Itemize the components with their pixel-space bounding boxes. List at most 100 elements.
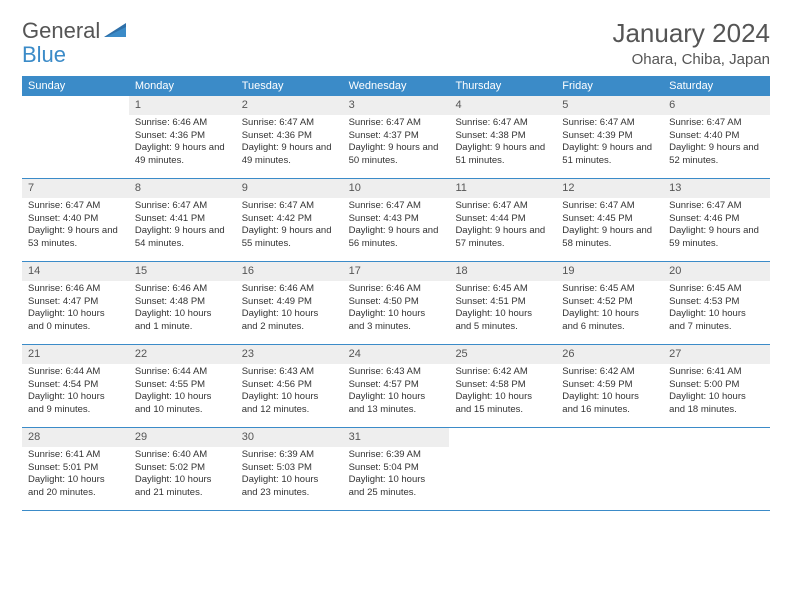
- day-number: 2: [236, 96, 343, 115]
- day-number: 23: [236, 345, 343, 364]
- day-number: 24: [343, 345, 450, 364]
- day-cell: 11Sunrise: 6:47 AMSunset: 4:44 PMDayligh…: [449, 179, 556, 261]
- day-number: 4: [449, 96, 556, 115]
- day-cell: 3Sunrise: 6:47 AMSunset: 4:37 PMDaylight…: [343, 96, 450, 178]
- day-number: 3: [343, 96, 450, 115]
- day-number: 1: [129, 96, 236, 115]
- day-number: 18: [449, 262, 556, 281]
- day-number: 26: [556, 345, 663, 364]
- day-number: 29: [129, 428, 236, 447]
- day-number: 17: [343, 262, 450, 281]
- day-info: Sunrise: 6:47 AMSunset: 4:42 PMDaylight:…: [236, 198, 343, 255]
- week-row: 28Sunrise: 6:41 AMSunset: 5:01 PMDayligh…: [22, 428, 770, 511]
- day-cell: 22Sunrise: 6:44 AMSunset: 4:55 PMDayligh…: [129, 345, 236, 427]
- day-info: Sunrise: 6:47 AMSunset: 4:44 PMDaylight:…: [449, 198, 556, 255]
- day-cell: 27Sunrise: 6:41 AMSunset: 5:00 PMDayligh…: [663, 345, 770, 427]
- day-number: 20: [663, 262, 770, 281]
- day-cell: 24Sunrise: 6:43 AMSunset: 4:57 PMDayligh…: [343, 345, 450, 427]
- day-cell: 21Sunrise: 6:44 AMSunset: 4:54 PMDayligh…: [22, 345, 129, 427]
- day-cell: 15Sunrise: 6:46 AMSunset: 4:48 PMDayligh…: [129, 262, 236, 344]
- day-number: 22: [129, 345, 236, 364]
- logo: General: [22, 18, 128, 44]
- day-info: Sunrise: 6:41 AMSunset: 5:01 PMDaylight:…: [22, 447, 129, 504]
- week-row: 7Sunrise: 6:47 AMSunset: 4:40 PMDaylight…: [22, 179, 770, 262]
- day-info: Sunrise: 6:47 AMSunset: 4:40 PMDaylight:…: [22, 198, 129, 255]
- day-cell: 7Sunrise: 6:47 AMSunset: 4:40 PMDaylight…: [22, 179, 129, 261]
- day-number: 30: [236, 428, 343, 447]
- day-cell: 4Sunrise: 6:47 AMSunset: 4:38 PMDaylight…: [449, 96, 556, 178]
- day-number: 27: [663, 345, 770, 364]
- weekday-header-row: SundayMondayTuesdayWednesdayThursdayFrid…: [22, 76, 770, 96]
- day-info: Sunrise: 6:47 AMSunset: 4:41 PMDaylight:…: [129, 198, 236, 255]
- day-cell: 13Sunrise: 6:47 AMSunset: 4:46 PMDayligh…: [663, 179, 770, 261]
- day-info: Sunrise: 6:47 AMSunset: 4:46 PMDaylight:…: [663, 198, 770, 255]
- day-info: Sunrise: 6:45 AMSunset: 4:51 PMDaylight:…: [449, 281, 556, 338]
- day-info: Sunrise: 6:47 AMSunset: 4:45 PMDaylight:…: [556, 198, 663, 255]
- calendar-page: General January 2024 Ohara, Chiba, Japan…: [0, 0, 792, 529]
- logo-text-2: Blue: [22, 42, 66, 68]
- day-cell: 9Sunrise: 6:47 AMSunset: 4:42 PMDaylight…: [236, 179, 343, 261]
- day-info: Sunrise: 6:44 AMSunset: 4:54 PMDaylight:…: [22, 364, 129, 421]
- day-info: Sunrise: 6:40 AMSunset: 5:02 PMDaylight:…: [129, 447, 236, 504]
- logo-icon: [104, 20, 128, 38]
- week-row: 1Sunrise: 6:46 AMSunset: 4:36 PMDaylight…: [22, 96, 770, 179]
- day-number: 9: [236, 179, 343, 198]
- weeks-container: 1Sunrise: 6:46 AMSunset: 4:36 PMDaylight…: [22, 96, 770, 511]
- day-info: Sunrise: 6:39 AMSunset: 5:04 PMDaylight:…: [343, 447, 450, 504]
- day-number: 19: [556, 262, 663, 281]
- day-cell: 16Sunrise: 6:46 AMSunset: 4:49 PMDayligh…: [236, 262, 343, 344]
- day-number: 21: [22, 345, 129, 364]
- day-info: Sunrise: 6:44 AMSunset: 4:55 PMDaylight:…: [129, 364, 236, 421]
- day-cell: 10Sunrise: 6:47 AMSunset: 4:43 PMDayligh…: [343, 179, 450, 261]
- day-info: Sunrise: 6:46 AMSunset: 4:48 PMDaylight:…: [129, 281, 236, 338]
- day-cell: 12Sunrise: 6:47 AMSunset: 4:45 PMDayligh…: [556, 179, 663, 261]
- day-number: 7: [22, 179, 129, 198]
- day-number: 31: [343, 428, 450, 447]
- weekday-header: Thursday: [449, 76, 556, 96]
- day-cell: 29Sunrise: 6:40 AMSunset: 5:02 PMDayligh…: [129, 428, 236, 510]
- day-cell: [22, 96, 129, 178]
- month-title: January 2024: [612, 18, 770, 49]
- weekday-header: Tuesday: [236, 76, 343, 96]
- day-number: 12: [556, 179, 663, 198]
- day-info: Sunrise: 6:46 AMSunset: 4:47 PMDaylight:…: [22, 281, 129, 338]
- day-info: Sunrise: 6:47 AMSunset: 4:39 PMDaylight:…: [556, 115, 663, 172]
- day-info: Sunrise: 6:43 AMSunset: 4:57 PMDaylight:…: [343, 364, 450, 421]
- day-cell: 2Sunrise: 6:47 AMSunset: 4:36 PMDaylight…: [236, 96, 343, 178]
- header: General January 2024 Ohara, Chiba, Japan: [22, 18, 770, 68]
- weekday-header: Sunday: [22, 76, 129, 96]
- day-info: Sunrise: 6:47 AMSunset: 4:40 PMDaylight:…: [663, 115, 770, 172]
- day-cell: [663, 428, 770, 510]
- day-info: Sunrise: 6:42 AMSunset: 4:59 PMDaylight:…: [556, 364, 663, 421]
- day-info: Sunrise: 6:47 AMSunset: 4:37 PMDaylight:…: [343, 115, 450, 172]
- day-info: Sunrise: 6:45 AMSunset: 4:53 PMDaylight:…: [663, 281, 770, 338]
- day-info: Sunrise: 6:43 AMSunset: 4:56 PMDaylight:…: [236, 364, 343, 421]
- logo-text-1: General: [22, 18, 100, 44]
- day-info: Sunrise: 6:47 AMSunset: 4:43 PMDaylight:…: [343, 198, 450, 255]
- day-cell: 14Sunrise: 6:46 AMSunset: 4:47 PMDayligh…: [22, 262, 129, 344]
- day-cell: 17Sunrise: 6:46 AMSunset: 4:50 PMDayligh…: [343, 262, 450, 344]
- day-number: 14: [22, 262, 129, 281]
- day-info: Sunrise: 6:42 AMSunset: 4:58 PMDaylight:…: [449, 364, 556, 421]
- day-number: 15: [129, 262, 236, 281]
- day-info: Sunrise: 6:46 AMSunset: 4:36 PMDaylight:…: [129, 115, 236, 172]
- day-number: 11: [449, 179, 556, 198]
- weekday-header: Monday: [129, 76, 236, 96]
- day-info: Sunrise: 6:45 AMSunset: 4:52 PMDaylight:…: [556, 281, 663, 338]
- day-info: Sunrise: 6:39 AMSunset: 5:03 PMDaylight:…: [236, 447, 343, 504]
- day-cell: 28Sunrise: 6:41 AMSunset: 5:01 PMDayligh…: [22, 428, 129, 510]
- week-row: 21Sunrise: 6:44 AMSunset: 4:54 PMDayligh…: [22, 345, 770, 428]
- day-cell: 1Sunrise: 6:46 AMSunset: 4:36 PMDaylight…: [129, 96, 236, 178]
- day-info: Sunrise: 6:47 AMSunset: 4:36 PMDaylight:…: [236, 115, 343, 172]
- day-number: 25: [449, 345, 556, 364]
- weekday-header: Saturday: [663, 76, 770, 96]
- day-cell: 30Sunrise: 6:39 AMSunset: 5:03 PMDayligh…: [236, 428, 343, 510]
- day-cell: 31Sunrise: 6:39 AMSunset: 5:04 PMDayligh…: [343, 428, 450, 510]
- title-block: January 2024 Ohara, Chiba, Japan: [612, 18, 770, 68]
- day-number: 28: [22, 428, 129, 447]
- calendar: SundayMondayTuesdayWednesdayThursdayFrid…: [22, 76, 770, 511]
- day-info: Sunrise: 6:46 AMSunset: 4:49 PMDaylight:…: [236, 281, 343, 338]
- day-info: Sunrise: 6:47 AMSunset: 4:38 PMDaylight:…: [449, 115, 556, 172]
- day-cell: 25Sunrise: 6:42 AMSunset: 4:58 PMDayligh…: [449, 345, 556, 427]
- day-cell: 19Sunrise: 6:45 AMSunset: 4:52 PMDayligh…: [556, 262, 663, 344]
